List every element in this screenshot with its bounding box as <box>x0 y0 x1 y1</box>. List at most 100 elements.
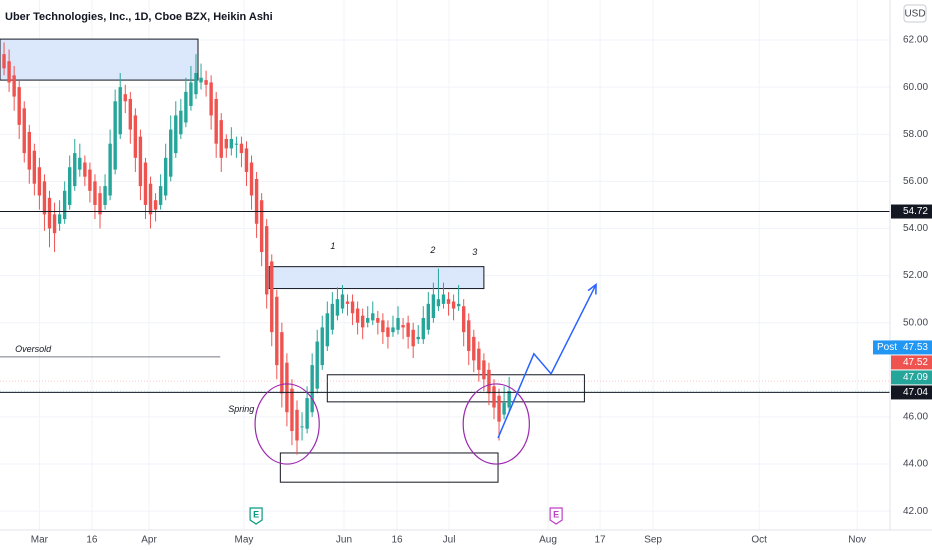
candle-body <box>32 150 37 184</box>
y-tick-label: 60.00 <box>903 82 928 93</box>
currency[interactable]: USD <box>904 9 925 20</box>
candle-body <box>229 138 234 149</box>
x-tick-label: Aug <box>539 535 557 546</box>
candle-body <box>461 306 466 333</box>
candle-body <box>492 386 496 408</box>
currency-box[interactable] <box>903 4 927 23</box>
grid <box>0 0 890 530</box>
candle-body <box>446 299 451 304</box>
x-tick-label: 17 <box>595 535 607 546</box>
x-tick-label: Jun <box>336 535 352 546</box>
candle-body <box>113 101 117 170</box>
candle-body <box>254 179 259 224</box>
candle-body <box>163 157 168 196</box>
plot: 1 2 3 Oversold Spring E E <box>0 42 890 525</box>
candle-body <box>497 395 501 422</box>
annotation: 1 <box>330 241 335 251</box>
candle-body <box>133 115 138 158</box>
candle-body <box>209 82 213 116</box>
candle-body <box>83 162 87 177</box>
y-tick-label: 56.00 <box>903 176 928 187</box>
candle-body <box>199 77 203 83</box>
candle-body <box>52 214 57 234</box>
y-tick-label: 54.00 <box>903 223 928 234</box>
candle-body <box>451 301 456 309</box>
price-label-name: Post <box>877 342 897 353</box>
y-tick-label: 46.00 <box>903 412 928 423</box>
candle-body <box>487 369 491 394</box>
x-tick-label: Sep <box>644 535 662 546</box>
candle-body <box>340 294 345 309</box>
candle-body <box>62 190 67 220</box>
candle-body <box>108 143 112 196</box>
x-tick-label: 16 <box>86 535 98 546</box>
candle-body <box>47 197 52 229</box>
price-label: 47.53 <box>903 342 928 353</box>
candle-body <box>189 82 193 106</box>
candle-body <box>330 303 335 330</box>
candle-body <box>502 402 506 415</box>
candle-body <box>396 318 400 330</box>
candle-body <box>315 341 319 389</box>
x-tick-label: Jul <box>443 535 456 546</box>
candle-body <box>416 336 420 340</box>
candle-body <box>68 167 72 205</box>
x-tick-label: May <box>235 535 254 546</box>
candle-body <box>98 193 102 215</box>
price-label-box <box>891 340 932 355</box>
candle-body <box>305 398 309 429</box>
candle-body <box>174 115 178 154</box>
candle-body <box>300 426 304 428</box>
candle-body <box>249 162 254 196</box>
price-label: 47.04 <box>903 387 928 398</box>
candle-body <box>295 409 299 441</box>
candle-body <box>42 181 47 215</box>
zone-box <box>0 38 199 81</box>
candle-body <box>184 91 188 123</box>
candle-body <box>12 75 16 97</box>
candle-body <box>78 157 82 170</box>
candle-body <box>214 98 218 144</box>
candle-body <box>366 318 370 323</box>
candle-body <box>290 388 294 432</box>
price-label-tag <box>873 340 901 355</box>
x-tick-label: Mar <box>31 535 49 546</box>
candle-body <box>431 294 436 318</box>
x-tick-label: Nov <box>848 535 866 546</box>
price-label-box <box>891 204 932 219</box>
candle-body <box>472 336 476 361</box>
y-tick-label: 44.00 <box>903 459 928 470</box>
price-label-box <box>891 385 932 400</box>
candle-body <box>411 329 415 347</box>
candle-body <box>103 186 107 205</box>
candle-body <box>421 318 425 340</box>
candle-body <box>406 322 410 337</box>
candle-body <box>320 327 324 366</box>
price-label: 47.09 <box>903 372 928 383</box>
candle-body <box>224 138 228 149</box>
y-tick-label: 58.00 <box>903 129 928 140</box>
candle-body <box>335 299 340 316</box>
candle-body <box>507 391 511 408</box>
candle-body <box>467 320 471 351</box>
candle-body <box>275 296 279 366</box>
candle-body <box>456 303 461 307</box>
candle-body <box>441 294 446 304</box>
event-label: E <box>253 509 259 519</box>
candle-body <box>350 301 355 314</box>
candle-body <box>27 131 31 170</box>
price-label-box <box>891 370 932 385</box>
candle-body <box>118 87 122 135</box>
arrow-head <box>587 283 597 295</box>
x-tick-label: Apr <box>141 535 157 546</box>
candle-body <box>285 362 289 413</box>
y-tick-label: 50.00 <box>903 317 928 328</box>
candle-body <box>194 73 198 95</box>
candle-body <box>219 120 223 158</box>
candle-body <box>371 313 375 321</box>
candle-body <box>93 181 97 205</box>
candle-body <box>169 129 173 177</box>
price-label: 47.52 <box>903 357 928 368</box>
candle-body <box>376 318 380 323</box>
